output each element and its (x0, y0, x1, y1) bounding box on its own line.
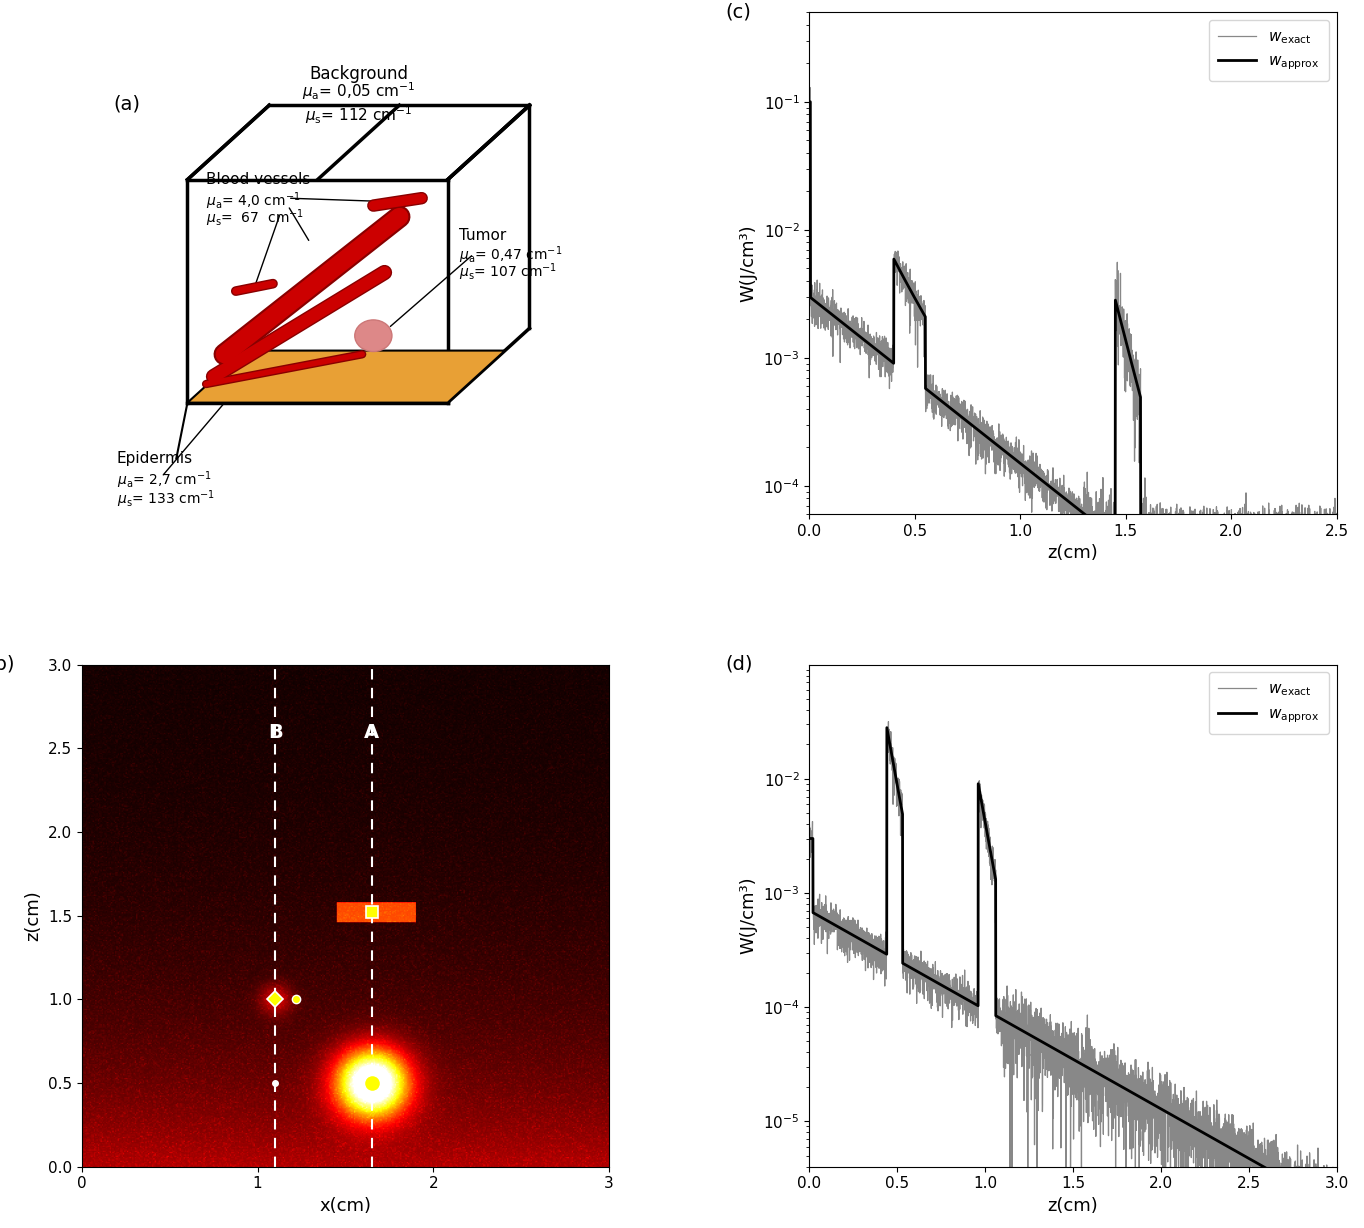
Line: $w_\mathrm{approx}$: $w_\mathrm{approx}$ (809, 102, 1337, 524)
$w_\mathrm{approx}$ (1319, 517, 1335, 532)
Legend: $w_\mathrm{exact}$, $w_\mathrm{approx}$: $w_\mathrm{exact}$, $w_\mathrm{approx}$ (1209, 20, 1329, 81)
X-axis label: x(cm): x(cm) (319, 1197, 371, 1214)
$w_\mathrm{approx}$ (1286, 1176, 1303, 1191)
$w_\mathrm{approx}$ (1023, 1028, 1039, 1043)
Text: B: B (267, 723, 282, 742)
$w_\mathrm{exact}$ (1052, 1032, 1068, 1046)
$w_\mathrm{exact}$ (1329, 1196, 1345, 1211)
$w_\mathrm{exact}$ (1329, 513, 1345, 528)
Text: $\mu_\mathrm{a}$= 4,0 cm$^{-1}$: $\mu_\mathrm{a}$= 4,0 cm$^{-1}$ (206, 190, 300, 212)
Ellipse shape (355, 321, 391, 351)
$w_\mathrm{approx}$ (1090, 517, 1106, 532)
Text: Tumor: Tumor (458, 228, 506, 243)
$w_\mathrm{approx}$ (1026, 468, 1042, 483)
Text: $\mu_\mathrm{s}$= 107 cm$^{-1}$: $\mu_\mathrm{s}$= 107 cm$^{-1}$ (458, 262, 557, 282)
X-axis label: z(cm): z(cm) (1048, 544, 1098, 562)
$w_\mathrm{exact}$ (862, 329, 878, 344)
$w_\mathrm{approx}$ (1004, 449, 1020, 464)
Text: (a): (a) (113, 95, 140, 113)
$w_\mathrm{exact}$ (1004, 452, 1020, 467)
$w_\mathrm{approx}$ (1027, 1030, 1043, 1045)
$w_\mathrm{approx}$ (862, 336, 878, 351)
$w_\mathrm{approx}$ (1184, 1120, 1200, 1135)
Text: Epidermis: Epidermis (117, 451, 192, 465)
Polygon shape (187, 350, 505, 403)
Legend: $w_\mathrm{exact}$, $w_\mathrm{approx}$: $w_\mathrm{exact}$, $w_\mathrm{approx}$ (1209, 673, 1329, 734)
$w_\mathrm{exact}$ (1023, 1051, 1039, 1066)
$w_\mathrm{exact}$ (801, 818, 817, 833)
$w_\mathrm{approx}$ (1052, 1045, 1068, 1060)
Text: $\mu_\mathrm{s}$=  67  cm$^{-1}$: $\mu_\mathrm{s}$= 67 cm$^{-1}$ (206, 208, 304, 230)
$w_\mathrm{exact}$ (1027, 1011, 1043, 1025)
Text: $\mu_\mathrm{a}$= 2,7 cm$^{-1}$: $\mu_\mathrm{a}$= 2,7 cm$^{-1}$ (117, 469, 211, 491)
$w_\mathrm{approx}$ (801, 831, 817, 846)
Text: (c): (c) (726, 2, 752, 21)
$w_\mathrm{exact}$ (1060, 517, 1076, 532)
X-axis label: z(cm): z(cm) (1048, 1197, 1098, 1214)
$w_\mathrm{approx}$ (1312, 1191, 1329, 1206)
$w_\mathrm{exact}$ (1319, 506, 1335, 521)
Y-axis label: W(J/cm³): W(J/cm³) (739, 877, 757, 954)
Text: (b): (b) (0, 655, 15, 674)
Line: $w_\mathrm{exact}$: $w_\mathrm{exact}$ (809, 87, 1337, 524)
$w_\mathrm{approx}$ (801, 95, 817, 109)
$w_\mathrm{approx}$ (1329, 517, 1345, 532)
Text: Background: Background (310, 65, 408, 84)
$w_\mathrm{approx}$ (1262, 517, 1278, 532)
$w_\mathrm{exact}$ (1027, 474, 1043, 489)
$w_\mathrm{exact}$ (801, 99, 817, 114)
$w_\mathrm{exact}$ (880, 715, 896, 729)
$w_\mathrm{exact}$ (1184, 1129, 1200, 1143)
Text: $\mu_\mathrm{s}$= 112 cm$^{-1}$: $\mu_\mathrm{s}$= 112 cm$^{-1}$ (304, 104, 412, 125)
Text: Blood vessels: Blood vessels (206, 172, 311, 187)
Text: $\mu_\mathrm{a}$= 0,47 cm$^{-1}$: $\mu_\mathrm{a}$= 0,47 cm$^{-1}$ (458, 244, 562, 266)
Text: $\mu_\mathrm{a}$= 0,05 cm$^{-1}$: $\mu_\mathrm{a}$= 0,05 cm$^{-1}$ (301, 80, 415, 102)
Text: A: A (364, 723, 379, 742)
$w_\mathrm{exact}$ (1312, 1174, 1329, 1189)
$w_\mathrm{exact}$ (1286, 1157, 1303, 1172)
$w_\mathrm{exact}$ (893, 271, 910, 286)
Y-axis label: W(J/cm³): W(J/cm³) (739, 225, 757, 302)
Text: (d): (d) (726, 655, 753, 674)
$w_\mathrm{exact}$ (802, 80, 818, 95)
$w_\mathrm{approx}$ (1329, 1201, 1345, 1216)
Line: $w_\mathrm{approx}$: $w_\mathrm{approx}$ (809, 728, 1337, 1208)
$w_\mathrm{approx}$ (878, 721, 895, 736)
$w_\mathrm{exact}$ (1262, 517, 1278, 532)
$w_\mathrm{approx}$ (892, 265, 908, 280)
Y-axis label: z(cm): z(cm) (25, 890, 42, 941)
Text: $\mu_\mathrm{s}$= 133 cm$^{-1}$: $\mu_\mathrm{s}$= 133 cm$^{-1}$ (117, 489, 216, 510)
Line: $w_\mathrm{exact}$: $w_\mathrm{exact}$ (809, 722, 1337, 1228)
